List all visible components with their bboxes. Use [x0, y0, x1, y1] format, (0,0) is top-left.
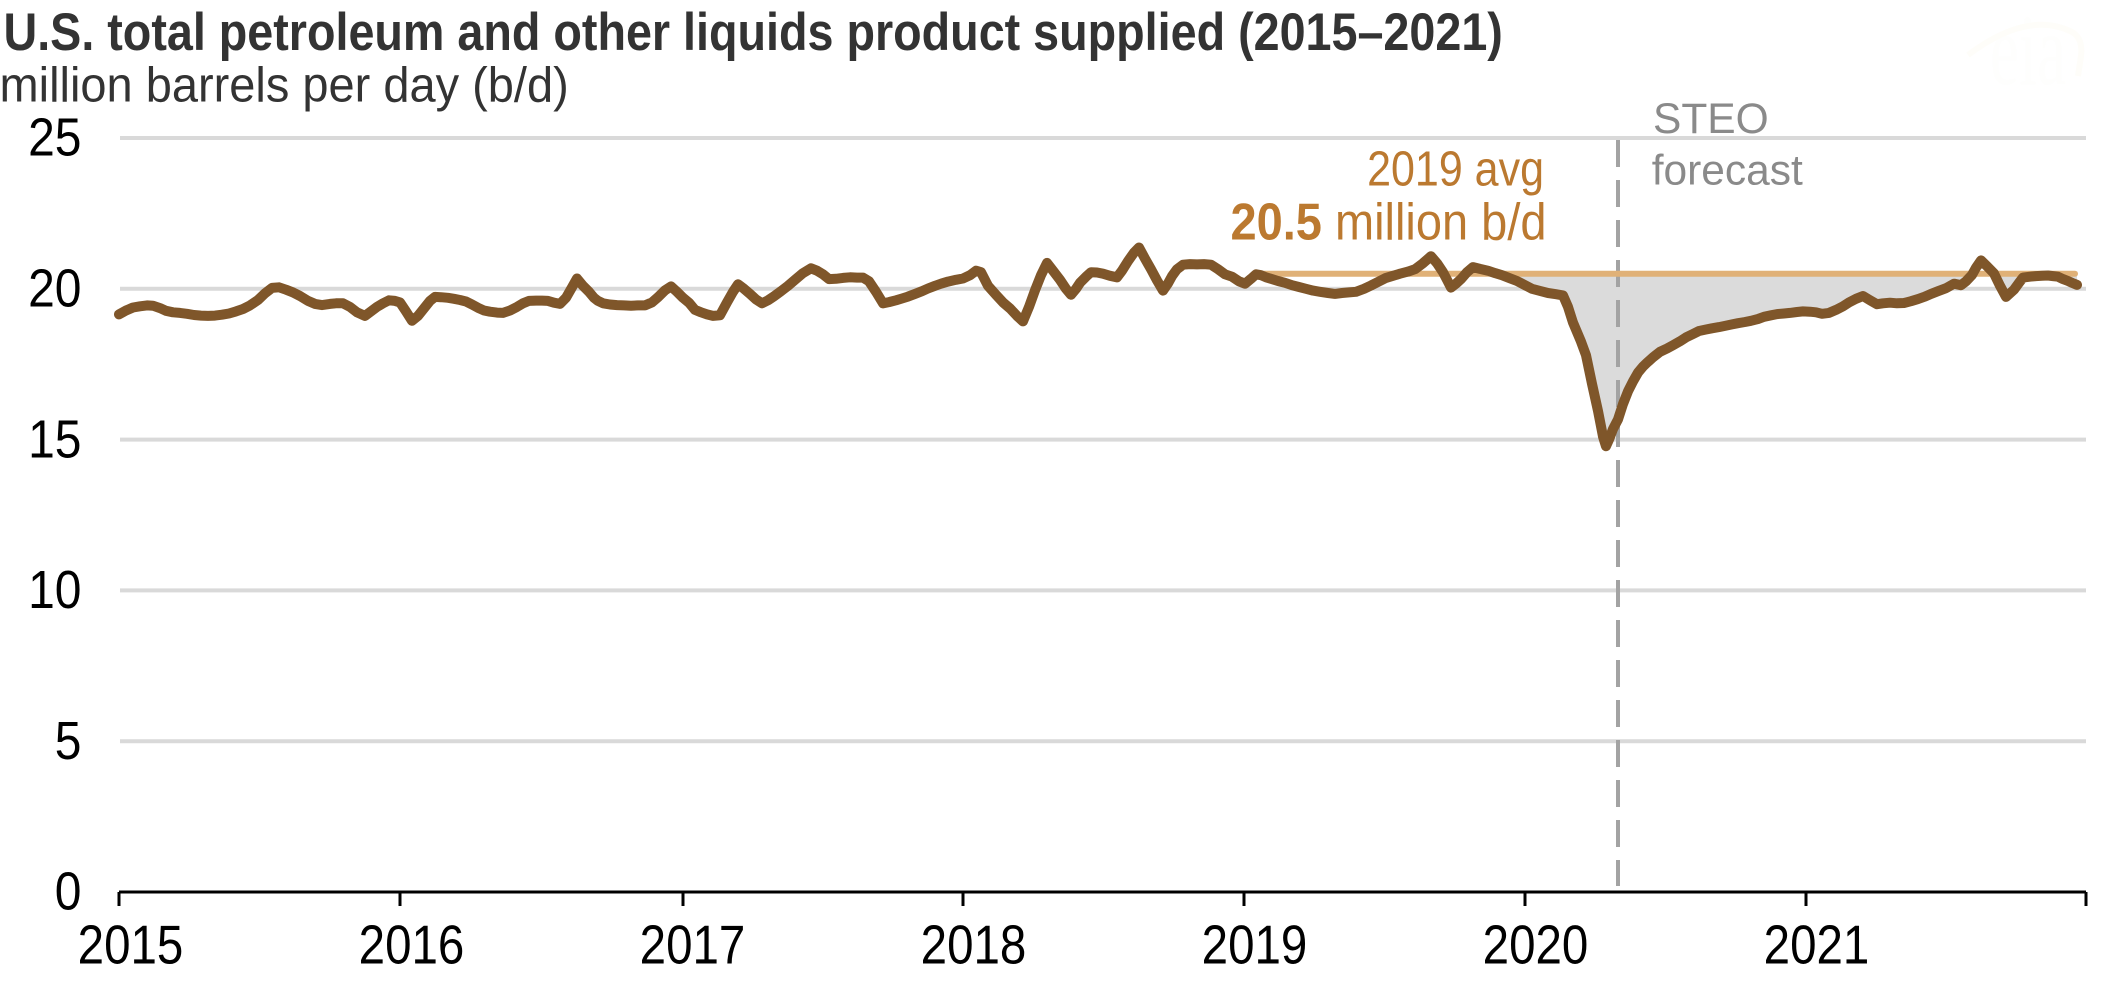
svg-text:eia: eia: [1990, 0, 2066, 107]
svg-text:million barrels per day (b/d): million barrels per day (b/d): [0, 58, 569, 113]
svg-text:2016: 2016: [359, 914, 465, 975]
svg-text:10: 10: [28, 559, 81, 619]
svg-text:2018: 2018: [921, 914, 1027, 975]
svg-text:25: 25: [28, 107, 81, 167]
svg-text:2015: 2015: [78, 914, 184, 975]
svg-text:2019 avg: 2019 avg: [1367, 141, 1544, 196]
svg-text:0: 0: [55, 861, 82, 921]
svg-text:STEO: STEO: [1653, 96, 1769, 143]
svg-text:2021: 2021: [1764, 914, 1870, 975]
svg-text:2017: 2017: [640, 914, 746, 975]
svg-text:U.S. total petroleum and other: U.S. total petroleum and other liquids p…: [4, 2, 1503, 61]
svg-text:forecast: forecast: [1652, 148, 1803, 195]
svg-text:2019: 2019: [1202, 914, 1308, 975]
svg-text:15: 15: [28, 409, 81, 469]
svg-text:5: 5: [55, 710, 82, 770]
svg-text:20.5 million b/d: 20.5 million b/d: [1230, 193, 1546, 251]
svg-text:20: 20: [28, 258, 81, 318]
svg-text:2020: 2020: [1483, 914, 1589, 975]
